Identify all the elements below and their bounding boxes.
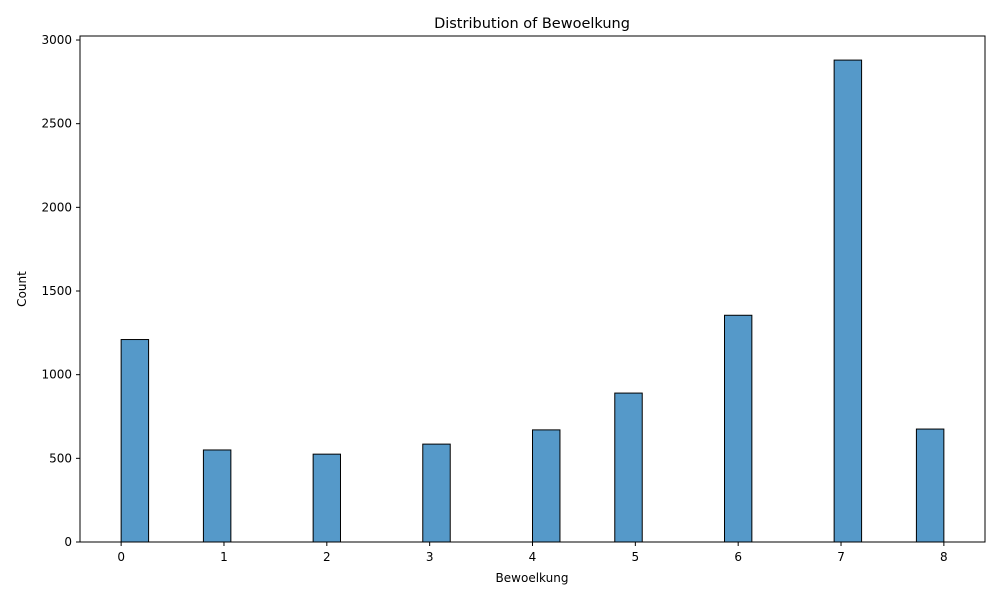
x-tick-label: 2 [323, 550, 331, 564]
histogram-bar-2 [312, 453, 341, 543]
y-tick-label: 500 [49, 451, 72, 465]
y-axis-label: Count [15, 271, 29, 307]
bars-group [120, 59, 945, 543]
x-axis: 0 1 2 3 4 5 6 7 8 [117, 542, 948, 564]
histogram-bar-7 [833, 59, 863, 543]
y-tick-label: 2000 [41, 200, 72, 214]
x-tick-label: 0 [117, 550, 125, 564]
y-axis: 0 500 1000 1500 2000 2500 3000 [41, 33, 80, 549]
chart-title: Distribution of Bewoelkung [434, 16, 630, 32]
histogram-bar-0 [120, 339, 150, 543]
plot-frame [79, 35, 986, 543]
histogram-bar-1 [202, 449, 232, 543]
x-tick-label: 8 [940, 550, 948, 564]
y-tick-label: 2500 [41, 117, 72, 131]
y-tick-label: 1500 [41, 284, 72, 298]
histogram-bar-8 [915, 428, 945, 543]
histogram-bar-5 [614, 392, 643, 543]
y-tick-label: 0 [64, 535, 72, 549]
histogram-bar-4 [532, 429, 561, 543]
y-tick-label: 1000 [41, 368, 72, 382]
y-tick-label: 3000 [41, 33, 72, 47]
x-tick-label: 7 [837, 550, 845, 564]
x-tick-label: 6 [734, 550, 742, 564]
histogram-bar-3 [422, 443, 451, 543]
x-tick-label: 4 [529, 550, 537, 564]
histogram-bar-6 [724, 314, 753, 543]
x-axis-label: Bewoelkung [496, 571, 569, 585]
x-tick-label: 1 [220, 550, 228, 564]
x-tick-label: 3 [426, 550, 434, 564]
x-tick-label: 5 [632, 550, 640, 564]
